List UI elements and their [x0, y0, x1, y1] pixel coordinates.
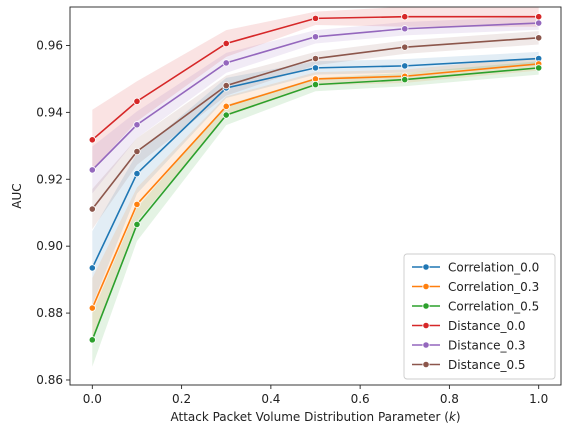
- legend-entry-label: Distance_0.0: [448, 319, 526, 333]
- data-point: [401, 62, 409, 70]
- data-point: [535, 13, 543, 21]
- data-point: [401, 43, 409, 51]
- series-line: [91, 22, 539, 171]
- x-tick-label: 1.0: [529, 392, 548, 406]
- legend-box: [403, 253, 556, 380]
- series-line: [91, 63, 539, 309]
- legend-swatch-marker: [422, 341, 430, 349]
- data-point: [311, 14, 320, 22]
- data-point: [133, 200, 141, 208]
- data-point: [88, 264, 96, 272]
- series-line: [91, 67, 539, 341]
- legend-entry-label: Correlation_0.5: [448, 300, 539, 314]
- x-tick-label: 0.4: [261, 392, 280, 406]
- x-axis-label-variable: k: [449, 410, 457, 424]
- data-point: [222, 39, 230, 48]
- data-point: [401, 75, 409, 84]
- legend-entry-label: Distance_0.3: [448, 339, 526, 353]
- y-tick-label: 0.90: [36, 239, 63, 253]
- data-point: [401, 13, 409, 21]
- legend-swatch-marker: [422, 302, 430, 310]
- data-point: [535, 64, 543, 72]
- x-axis-label-prefix: Attack Packet Volume Distribution Parame…: [170, 410, 448, 424]
- x-tick-label: 0.8: [440, 392, 459, 406]
- data-point: [401, 25, 409, 33]
- x-tick-label: 0.6: [351, 392, 370, 406]
- confidence-band: [92, 61, 539, 367]
- legend-entry-label: Distance_0.5: [448, 358, 526, 372]
- data-point: [311, 33, 320, 41]
- x-axis-label: Attack Packet Volume Distribution Parame…: [170, 410, 460, 424]
- x-axis-label-suffix: ): [456, 410, 461, 424]
- data-point: [311, 81, 320, 89]
- data-point: [88, 336, 96, 344]
- confidence-band: [92, 51, 539, 305]
- confidence-band: [92, 16, 539, 194]
- legend-swatch-marker: [422, 360, 430, 369]
- series-line: [91, 36, 539, 210]
- data-point: [88, 136, 96, 144]
- y-tick-label: 0.92: [36, 172, 63, 186]
- data-point: [222, 82, 230, 90]
- y-tick-label: 0.94: [36, 105, 63, 119]
- series-markers: [88, 13, 543, 344]
- data-point: [88, 205, 96, 213]
- data-point: [222, 102, 230, 110]
- confidence-band: [92, 57, 539, 339]
- data-point: [535, 34, 543, 42]
- plot-frame: [69, 6, 562, 386]
- x-tick-label: 0.2: [172, 392, 191, 406]
- data-point: [133, 147, 141, 156]
- data-point: [88, 304, 96, 312]
- data-point: [535, 19, 543, 27]
- y-tick-label: 0.96: [36, 38, 63, 52]
- series-line: [91, 57, 539, 269]
- y-axis-ticks: 0.86 0.88 0.90 0.92 0.94 0.96: [36, 38, 70, 387]
- data-point: [222, 59, 230, 67]
- y-tick-label: 0.88: [36, 306, 63, 320]
- legend-entry-label: Correlation_0.0: [448, 261, 539, 275]
- data-point: [133, 97, 141, 105]
- data-point: [88, 166, 96, 174]
- confidence-band: [92, 6, 539, 170]
- legend-swatch-marker: [422, 263, 430, 271]
- y-axis-label: AUC: [10, 183, 24, 208]
- x-tick-label: 0.0: [83, 392, 102, 406]
- y-tick-label: 0.86: [36, 373, 63, 387]
- series-line: [91, 15, 539, 141]
- data-point: [222, 111, 230, 119]
- series-lines: [91, 15, 539, 341]
- legend-swatch-marker: [422, 282, 430, 291]
- data-point: [311, 64, 320, 72]
- legend-swatch-marker: [422, 321, 430, 330]
- x-axis-ticks: 0.0 0.2 0.4 0.6 0.8 1.0: [83, 385, 548, 406]
- data-point: [133, 169, 141, 178]
- data-point: [133, 220, 141, 229]
- legend-entry-label: Correlation_0.3: [448, 280, 539, 294]
- data-point: [311, 54, 320, 63]
- legend[interactable]: Correlation_0.0 Correlation_0.3 Correlatio…: [403, 253, 556, 380]
- data-point: [133, 121, 141, 129]
